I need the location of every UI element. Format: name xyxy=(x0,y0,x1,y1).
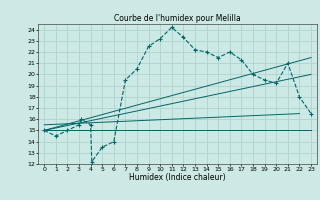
Title: Courbe de l'humidex pour Melilla: Courbe de l'humidex pour Melilla xyxy=(114,14,241,23)
X-axis label: Humidex (Indice chaleur): Humidex (Indice chaleur) xyxy=(129,173,226,182)
